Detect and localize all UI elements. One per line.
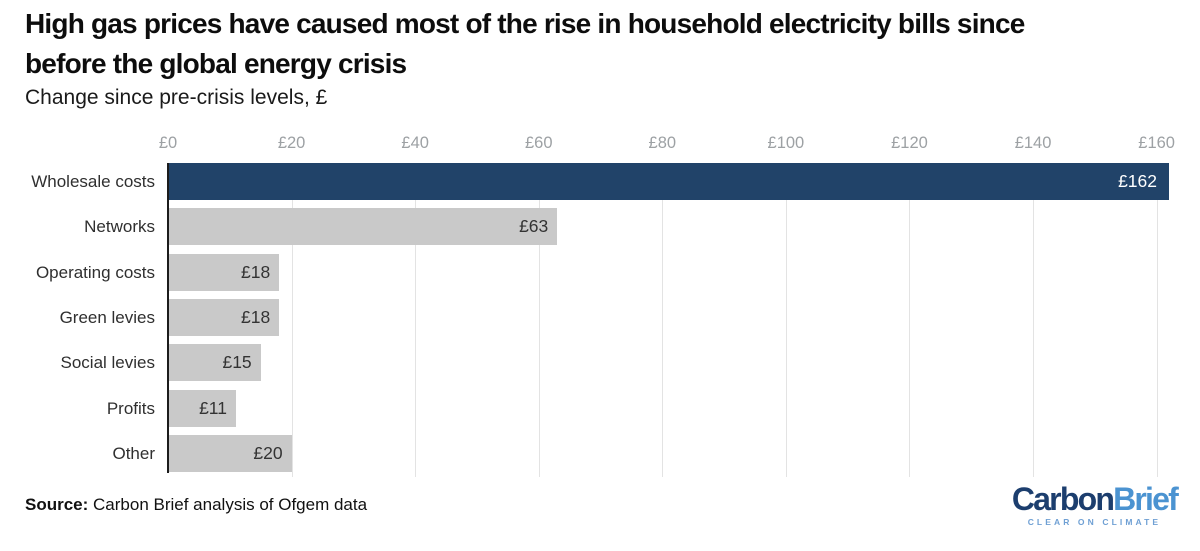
gridline <box>909 163 911 477</box>
category-label: Networks <box>84 217 155 237</box>
gridline <box>785 163 787 477</box>
bar: £18 <box>168 253 280 291</box>
carbonbrief-logo: CarbonBrief CLEAR ON CLIMATE <box>1011 481 1179 527</box>
category-label: Profits <box>106 398 155 418</box>
bar-value-label: £162 <box>1118 171 1157 191</box>
x-tick-label: £20 <box>277 134 306 152</box>
x-axis: £0 £20 £40 £60 £80 £100 £120 £140 £160 <box>159 131 1175 155</box>
x-tick-label: £120 <box>891 134 928 152</box>
bar: £11 <box>168 389 236 427</box>
x-tick-label: £40 <box>401 134 429 152</box>
x-tick-label: £0 <box>158 134 178 152</box>
bar: £20 <box>168 434 292 472</box>
source-label: Source: <box>25 495 89 514</box>
category-label: Green levies <box>59 307 155 327</box>
logo-brief-text: Brief <box>1113 481 1179 517</box>
bar-value-label: £18 <box>241 306 271 327</box>
logo-tagline: CLEAR ON CLIMATE <box>1027 517 1162 527</box>
gridline <box>662 163 664 477</box>
gridline <box>291 163 293 477</box>
gridline <box>538 163 540 477</box>
chart-title-line2: before the global energy crisis <box>25 48 407 79</box>
y-axis-line <box>167 163 169 473</box>
bar-value-label: £18 <box>241 261 271 282</box>
source-note: Source: Carbon Brief analysis of Ofgem d… <box>25 495 367 515</box>
bar: £18 <box>168 298 280 336</box>
chart-subtitle: Change since pre-crisis levels, £ <box>25 86 328 109</box>
chart-title-line1: High gas prices have caused most of the … <box>25 8 1025 39</box>
chart-title: High gas prices have caused most of the … <box>25 4 1025 84</box>
carbonbrief-wordmark: CarbonBrief <box>1011 481 1179 517</box>
x-tick-label: £100 <box>767 134 805 152</box>
x-tick-label: £80 <box>648 134 677 152</box>
bar-value-label: £11 <box>199 397 227 418</box>
logo-carbon-text: Carbon <box>1011 481 1115 517</box>
gridline <box>1156 163 1158 477</box>
bar-value-label: £15 <box>222 352 252 373</box>
gridline <box>415 163 417 477</box>
x-tick-label: £60 <box>524 134 553 152</box>
bar: £15 <box>168 344 261 382</box>
category-label: Wholesale costs <box>31 172 155 191</box>
bar: £63 <box>168 208 558 246</box>
bar-value-label: £63 <box>519 216 549 237</box>
x-tick-label: £160 <box>1138 134 1175 152</box>
x-tick-label: £140 <box>1014 134 1052 152</box>
category-label: Other <box>112 443 155 463</box>
source-text: Carbon Brief analysis of Ofgem data <box>88 495 368 514</box>
category-label: Social levies <box>60 353 156 373</box>
bar: £162 <box>168 163 1169 200</box>
gridline <box>1033 163 1035 477</box>
bar-value-label: £20 <box>253 442 283 463</box>
category-label: Operating costs <box>35 262 155 282</box>
plot-area: Wholesale costs £162 Networks £63 Operating … <box>31 163 1169 477</box>
